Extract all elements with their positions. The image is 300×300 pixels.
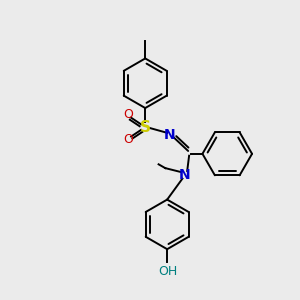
Text: N: N [164,128,176,142]
Text: O: O [123,108,133,121]
Text: S: S [140,120,151,135]
Text: O: O [123,133,133,146]
Text: N: N [178,168,190,182]
Text: OH: OH [158,266,178,278]
